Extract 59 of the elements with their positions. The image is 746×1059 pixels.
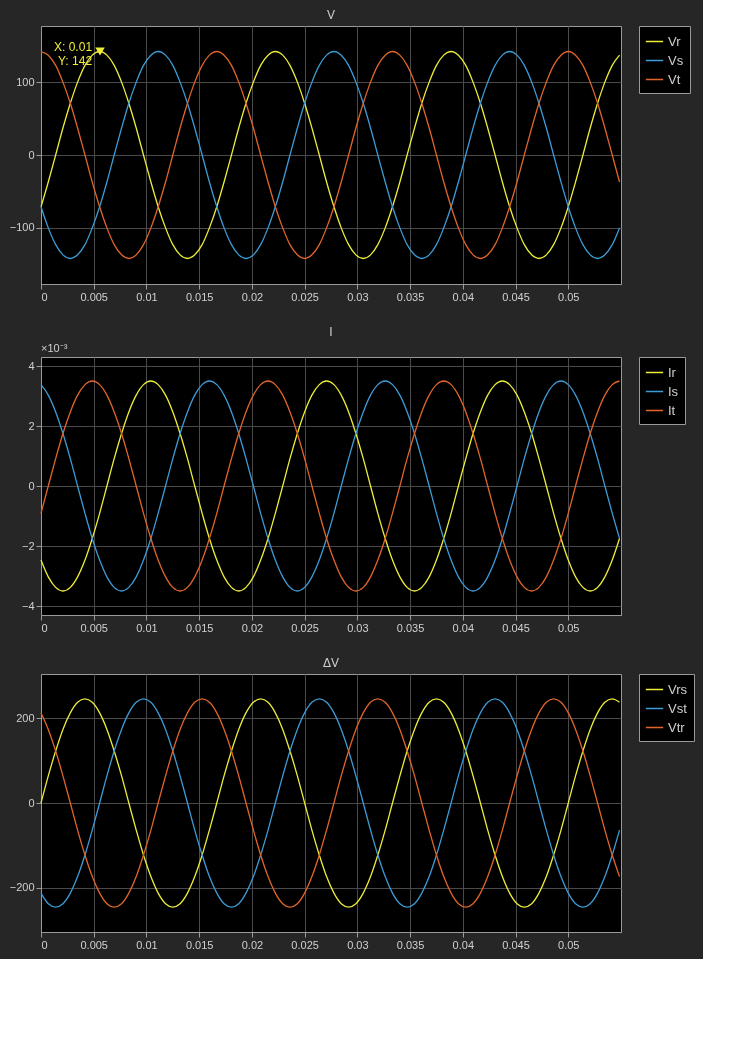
x-tick-label: 0.05 — [558, 938, 580, 951]
x-tick-label: 0.005 — [80, 938, 108, 951]
chart-title: V — [326, 7, 336, 22]
x-tick-label: 0.005 — [80, 290, 108, 303]
y-tick-label: 4 — [28, 359, 35, 372]
legend-label: Is — [668, 383, 679, 399]
line-series — [40, 698, 621, 908]
legend-label: Vst — [668, 700, 688, 716]
y-tick-label: 0 — [28, 796, 35, 809]
x-tick-label: 0.045 — [502, 621, 530, 634]
x-tick-label: 0.045 — [502, 938, 530, 951]
text: ×10⁻³ — [41, 342, 68, 354]
x-tick-label: 0 — [41, 938, 48, 951]
y-tick-label: −2 — [21, 539, 35, 552]
x-tick-label: 0.04 — [452, 938, 475, 951]
x-tick-label: 0.035 — [396, 621, 425, 634]
y-tick-label: 100 — [16, 75, 35, 88]
x-tick-label: 0.01 — [136, 938, 158, 951]
chart-title: I — [329, 325, 333, 339]
x-tick-label: 0.025 — [291, 290, 319, 303]
x-tick-label: 0.015 — [185, 290, 214, 303]
x-tick-label: 0 — [41, 290, 48, 303]
x-tick-label: 0.02 — [241, 938, 264, 951]
x-tick-label: 0.01 — [136, 290, 158, 303]
x-tick-label: 0.02 — [241, 621, 264, 634]
legend-label: Ir — [668, 364, 677, 380]
legend-label: Vs — [668, 52, 684, 68]
y-tick-label: −4 — [21, 599, 35, 612]
x-tick-label: 0.015 — [185, 938, 214, 951]
y-tick-label: −200 — [9, 881, 35, 894]
y-tick-label: −100 — [9, 221, 35, 234]
y-tick-label: 200 — [16, 711, 35, 724]
legend-label: It — [668, 402, 676, 418]
legend-label: Vtr — [668, 719, 686, 735]
chart-title: ΔV — [322, 655, 340, 670]
x-tick-label: 0.045 — [502, 290, 530, 303]
x-tick-label: 0.025 — [291, 938, 319, 951]
line-series — [40, 380, 621, 592]
x-tick-label: 0.03 — [347, 290, 369, 303]
x-tick-label: 0.01 — [136, 621, 158, 634]
x-tick-label: 0.05 — [558, 621, 580, 634]
x-tick-label: 0.03 — [347, 621, 369, 634]
x-tick-label: 0.035 — [396, 938, 425, 951]
x-tick-label: 0.015 — [185, 621, 214, 634]
x-tick-label: 0.03 — [347, 938, 369, 951]
x-tick-label: 0.04 — [452, 621, 475, 634]
legend-label: Vrs — [668, 681, 688, 697]
legend-label: Vt — [668, 71, 681, 87]
x-tick-label: 0.04 — [452, 290, 475, 303]
y-tick-label: 0 — [28, 479, 35, 492]
y-tick-label: 0 — [28, 148, 35, 161]
x-tick-label: 0.05 — [558, 290, 580, 303]
x-tick-label: 0.005 — [80, 621, 108, 634]
legend-label: Vr — [668, 33, 682, 49]
x-tick-label: 0.035 — [396, 290, 425, 303]
x-tick-label: 0.025 — [291, 621, 319, 634]
y-tick-label: 2 — [28, 419, 35, 432]
x-tick-label: 0 — [41, 621, 48, 634]
x-tick-label: 0.02 — [241, 290, 264, 303]
